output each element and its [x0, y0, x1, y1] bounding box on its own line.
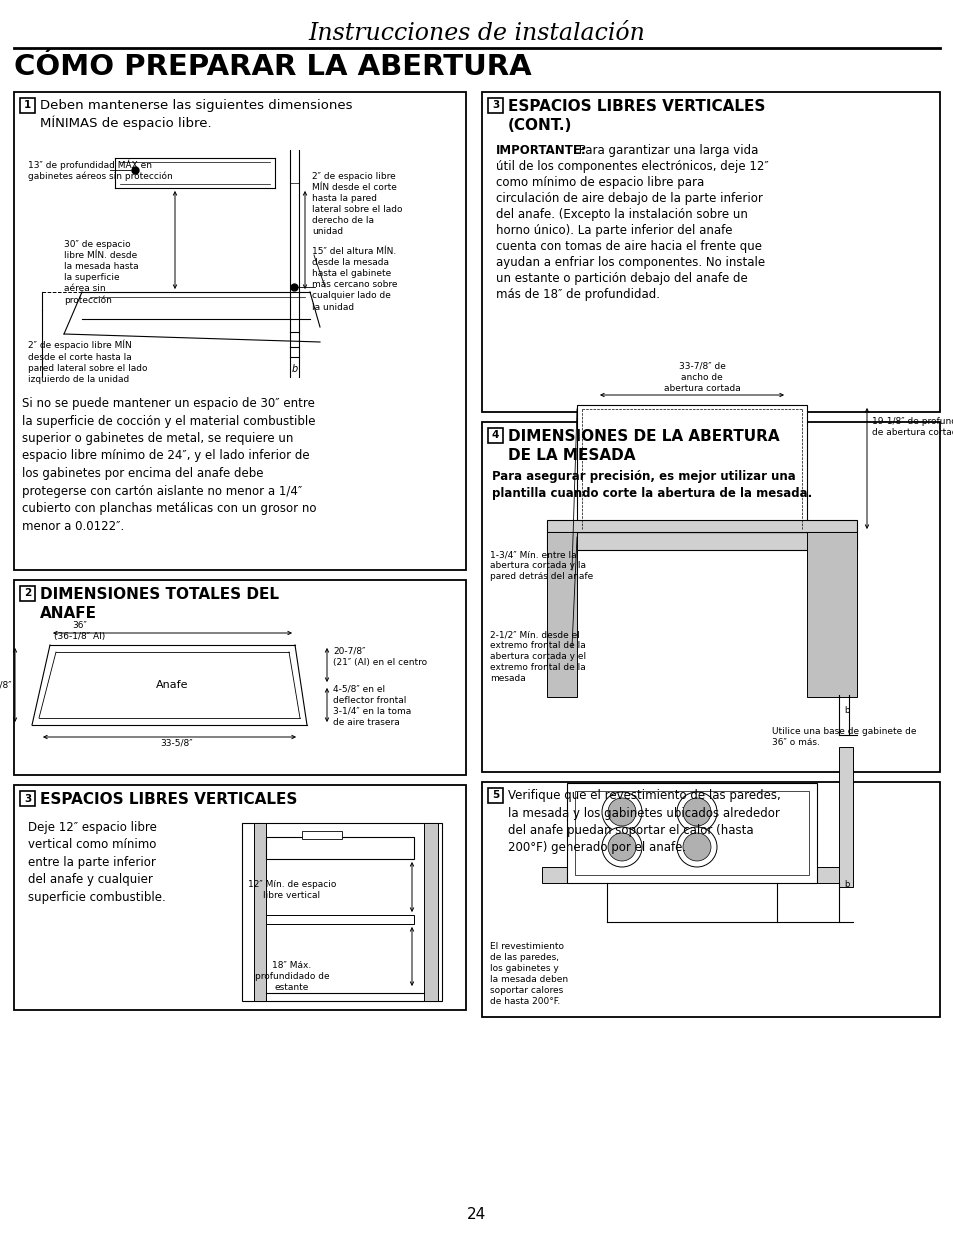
Text: cuenta con tomas de aire hacia el frente que: cuenta con tomas de aire hacia el frente… [496, 240, 761, 253]
Bar [575, 790, 808, 876]
Text: 2-1/2″ Mín. desde el
extremo frontal de la
abertura cortada y el
extremo frontal: 2-1/2″ Mín. desde el extremo frontal de … [490, 630, 585, 683]
Text: 3-1/4″ en la toma
de aire trasera: 3-1/4″ en la toma de aire trasera [333, 706, 411, 727]
Text: IMPORTANTE:: IMPORTANTE: [496, 144, 586, 157]
Text: ESPACIOS LIBRES VERTICALES
(CONT.): ESPACIOS LIBRES VERTICALES (CONT.) [507, 99, 764, 132]
Bar [488, 98, 502, 112]
Bar [481, 91, 939, 412]
Circle shape [601, 827, 641, 867]
Text: DIMENSIONES TOTALES DEL
ANAFE: DIMENSIONES TOTALES DEL ANAFE [40, 587, 278, 621]
Text: ayudan a enfriar los componentes. No instale: ayudan a enfriar los componentes. No ins… [496, 256, 764, 269]
Text: DIMENSIONES DE LA ABERTURA
DE LA MESADA: DIMENSIONES DE LA ABERTURA DE LA MESADA [507, 429, 779, 463]
Text: CÓMO PREPARAR LA ABERTURA: CÓMO PREPARAR LA ABERTURA [14, 53, 531, 82]
Circle shape [682, 832, 710, 861]
Bar [541, 867, 841, 883]
Bar [20, 585, 35, 601]
Text: Anafe: Anafe [155, 680, 188, 690]
Text: 2: 2 [24, 589, 31, 599]
Bar [488, 788, 502, 803]
Text: 12″ Mín. de espacio
libre vertical: 12″ Mín. de espacio libre vertical [248, 881, 335, 900]
Text: 24: 24 [467, 1207, 486, 1221]
Bar [546, 520, 856, 532]
Bar [481, 422, 939, 772]
Text: como mínimo de espacio libre para: como mínimo de espacio libre para [496, 177, 703, 189]
Text: 4-5/8″ en el
deflector frontal: 4-5/8″ en el deflector frontal [333, 685, 406, 705]
Bar [302, 831, 341, 839]
Text: útil de los componentes electrónicos, deje 12″: útil de los componentes electrónicos, de… [496, 161, 768, 173]
Bar [20, 98, 35, 112]
Text: ESPACIOS LIBRES VERTICALES: ESPACIOS LIBRES VERTICALES [40, 792, 297, 806]
Text: 33-7/8″ de
ancho de
abertura cortada: 33-7/8″ de ancho de abertura cortada [663, 362, 740, 393]
Circle shape [682, 798, 710, 826]
Bar [546, 532, 856, 550]
Text: 4: 4 [492, 431, 498, 441]
Text: 2″ de espacio libre
MÍN desde el corte
hasta la pared
lateral sobre el lado
dere: 2″ de espacio libre MÍN desde el corte h… [312, 172, 402, 236]
Circle shape [677, 792, 717, 832]
Text: circulación de aire debajo de la parte inferior: circulación de aire debajo de la parte i… [496, 191, 762, 205]
Circle shape [607, 832, 636, 861]
Text: 5: 5 [492, 790, 498, 800]
Text: 3: 3 [492, 100, 498, 110]
Bar [566, 783, 816, 883]
Text: 3: 3 [24, 794, 31, 804]
Bar [14, 785, 465, 1010]
Text: del anafe. (Excepto la instalación sobre un: del anafe. (Excepto la instalación sobre… [496, 207, 747, 221]
Text: 20-7/8″
(21″ (Al) en el centro: 20-7/8″ (21″ (Al) en el centro [333, 647, 427, 667]
Text: Utilice una base de gabinete de
36″ o más.: Utilice una base de gabinete de 36″ o má… [771, 727, 916, 747]
Circle shape [607, 798, 636, 826]
Bar [423, 823, 437, 1002]
Circle shape [601, 792, 641, 832]
Bar [577, 405, 806, 532]
Text: 2″ de espacio libre MÍN
desde el corte hasta la
pared lateral sobre el lado
izqu: 2″ de espacio libre MÍN desde el corte h… [28, 340, 148, 384]
Text: 33-5/8″: 33-5/8″ [160, 739, 193, 748]
Bar [546, 532, 577, 697]
Bar [488, 429, 502, 443]
Bar [838, 747, 852, 887]
Text: Si no se puede mantener un espacio de 30″ entre
la superficie de cocción y el ma: Si no se puede mantener un espacio de 30… [22, 396, 316, 532]
Text: 1: 1 [24, 100, 31, 110]
Text: Para asegurar precisión, es mejor utilizar una
plantilla cuando corte la abertur: Para asegurar precisión, es mejor utiliz… [492, 471, 811, 499]
Bar [14, 580, 465, 776]
Circle shape [677, 827, 717, 867]
Bar [253, 823, 266, 1002]
Bar [242, 823, 441, 1002]
Text: Deje 12″ espacio libre
vertical como mínimo
entre la parte inferior
del anafe y : Deje 12″ espacio libre vertical como mín… [28, 821, 166, 904]
Text: horno único). La parte inferior del anafe: horno único). La parte inferior del anaf… [496, 224, 732, 237]
Text: 36″
(36-1/8″ Al): 36″ (36-1/8″ Al) [54, 621, 106, 641]
Text: El revestimiento
de las paredes,
los gabinetes y
la mesada deben
soportar calore: El revestimiento de las paredes, los gab… [490, 942, 568, 1007]
Text: 15″ del altura MÍN.
desde la mesada
hasta el gabinete
más cercano sobre
cualquie: 15″ del altura MÍN. desde la mesada hast… [312, 247, 397, 311]
Bar [20, 790, 35, 806]
Bar [266, 915, 414, 924]
Text: un estante o partición debajo del anafe de: un estante o partición debajo del anafe … [496, 272, 747, 285]
Bar [266, 837, 414, 860]
Text: Verifique que el revestimiento de las paredes,
la mesada y los gabinetes ubicado: Verifique que el revestimiento de las pa… [507, 789, 780, 855]
Text: 18″ Máx.
profundidado de
estante: 18″ Máx. profundidado de estante [254, 961, 329, 992]
Text: b: b [843, 706, 849, 715]
Text: 18-7/8″: 18-7/8″ [0, 680, 13, 689]
Text: b: b [292, 364, 297, 374]
Bar [481, 782, 939, 1016]
Text: 1-3/4″ Mín. entre la
abertura cortada y la
pared detrás del anafe: 1-3/4″ Mín. entre la abertura cortada y … [490, 550, 593, 582]
Text: Instrucciones de instalación: Instrucciones de instalación [308, 22, 645, 44]
Text: Para garantizar una larga vida: Para garantizar una larga vida [575, 144, 758, 157]
Text: 30″ de espacio
libre MÍN. desde
la mesada hasta
la superficie
aérea sin
protecci: 30″ de espacio libre MÍN. desde la mesad… [64, 240, 138, 305]
Text: más de 18″ de profundidad.: más de 18″ de profundidad. [496, 288, 659, 301]
Text: 19-1/8″ de profundidad
de abertura cortada: 19-1/8″ de profundidad de abertura corta… [871, 417, 953, 437]
Text: 13″ de profundidad MÁX en
gabinetes aéreos sin protección: 13″ de profundidad MÁX en gabinetes aére… [28, 159, 172, 182]
Bar [14, 91, 465, 571]
Bar [806, 532, 856, 697]
Text: b: b [843, 881, 849, 889]
Text: Deben mantenerse las siguientes dimensiones
MÍNIMAS de espacio libre.: Deben mantenerse las siguientes dimensio… [40, 99, 352, 130]
